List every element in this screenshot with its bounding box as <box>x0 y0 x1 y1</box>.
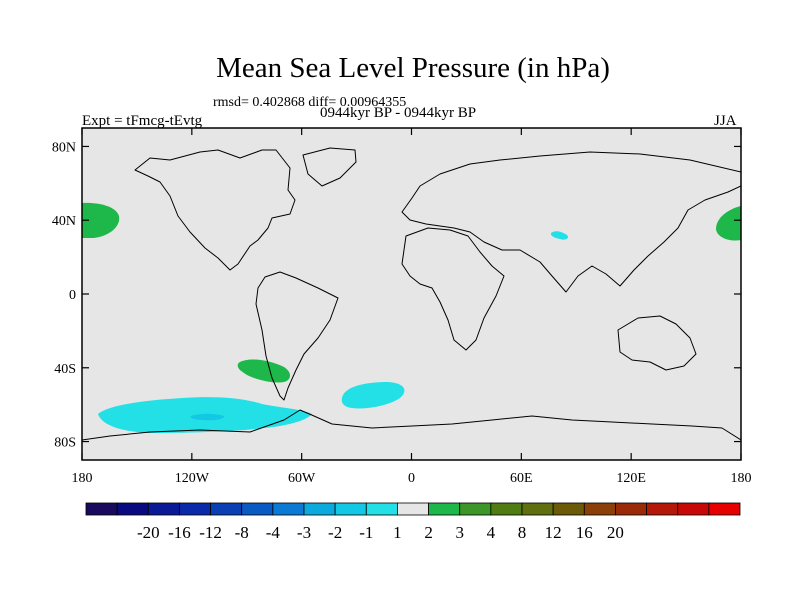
colorbar-label: 12 <box>545 523 562 542</box>
colorbar-swatch <box>428 502 461 516</box>
colorbar-swatch <box>334 502 367 516</box>
colorbar-label: 3 <box>455 523 464 542</box>
lat-tick-label: 40N <box>52 214 76 229</box>
colorbar-swatch <box>241 502 274 516</box>
longitude-axis: 180 120W 60W 0 60E 120E 180 <box>72 128 752 486</box>
coastline-australia <box>617 315 697 371</box>
lon-tick-label: 180 <box>731 471 752 486</box>
colorbar-swatch <box>272 502 305 516</box>
chart-title: Mean Sea Level Pressure (in hPa) <box>216 52 610 84</box>
lon-tick-label: 60W <box>288 471 316 486</box>
colorbar-swatch <box>179 502 211 516</box>
colorbar-swatch <box>708 502 741 516</box>
coastline-greenland <box>302 147 357 187</box>
colorbar-swatch <box>303 502 336 516</box>
anomaly-region-tibet <box>550 231 569 240</box>
anomaly-contours <box>82 147 741 441</box>
colorbar-label: 20 <box>607 523 624 542</box>
colorbar-label: -1 <box>359 523 373 542</box>
anomaly-region-north-pacific-east <box>716 206 741 241</box>
colorbar-label: -2 <box>328 523 342 542</box>
colorbar-swatch <box>521 502 554 516</box>
colorbar-swatch <box>85 502 118 516</box>
lon-tick-label: 0 <box>408 471 415 486</box>
lat-tick-label: 80N <box>52 140 76 155</box>
season-label: JJA <box>714 113 737 129</box>
coastline-antarctica <box>82 409 741 441</box>
lat-tick-label: 40S <box>54 362 76 377</box>
colorbar: -20 -16 -12 -8 -4 -3 -2 -1 1 2 3 4 8 12 16 20 <box>85 502 741 542</box>
colorbar-swatch <box>490 502 523 516</box>
colorbar-swatch <box>646 502 679 516</box>
coastline-north-america <box>134 149 296 271</box>
colorbar-label: -12 <box>199 523 222 542</box>
colorbar-label: 2 <box>424 523 433 542</box>
lat-tick-label: 80S <box>54 436 76 451</box>
anomaly-region-southern-ocean-core <box>190 413 225 421</box>
lat-tick-label: 0 <box>69 288 76 303</box>
colorbar-swatch <box>677 502 710 516</box>
colorbar-swatch <box>365 502 398 516</box>
colorbar-label: 4 <box>487 523 496 542</box>
colorbar-label: -4 <box>266 523 281 542</box>
colorbar-swatch <box>210 502 243 516</box>
period-label: 0944kyr BP - 0944kyr BP <box>320 105 477 121</box>
colorbar-swatch <box>615 502 647 516</box>
lon-tick-label: 120E <box>616 471 646 486</box>
latitude-axis: 80N 40N 0 40S 80S <box>52 140 741 451</box>
colorbar-label: 16 <box>576 523 593 542</box>
colorbar-label: 1 <box>393 523 402 542</box>
lon-tick-label: 120W <box>175 471 210 486</box>
coastlines <box>82 147 741 441</box>
colorbar-swatch <box>116 502 149 516</box>
stats-line: rmsd= 0.402868 diff= 0.00964355 <box>213 95 407 110</box>
lon-tick-label: 180 <box>72 471 93 486</box>
anomaly-region-south-atlantic <box>341 382 405 409</box>
anomaly-region-south-pacific-positive <box>237 359 290 383</box>
colorbar-swatch <box>552 502 585 516</box>
colorbar-label: -3 <box>297 523 311 542</box>
colorbar-swatch <box>397 502 429 516</box>
colorbar-swatch <box>583 502 616 516</box>
colorbar-label: -20 <box>137 523 160 542</box>
colorbar-label: -8 <box>235 523 249 542</box>
anomaly-region-north-pacific-west <box>82 202 120 238</box>
colorbar-swatch <box>459 502 492 516</box>
coastline-eurasia <box>401 151 741 293</box>
coastline-south-america <box>255 271 339 401</box>
colorbar-label: -16 <box>168 523 191 542</box>
coastline-africa <box>401 227 505 351</box>
experiment-label: Expt = tFmcg-tEvtg <box>82 113 203 129</box>
lon-tick-label: 60E <box>510 471 533 486</box>
colorbar-label: 8 <box>518 523 527 542</box>
colorbar-swatch <box>147 502 180 516</box>
